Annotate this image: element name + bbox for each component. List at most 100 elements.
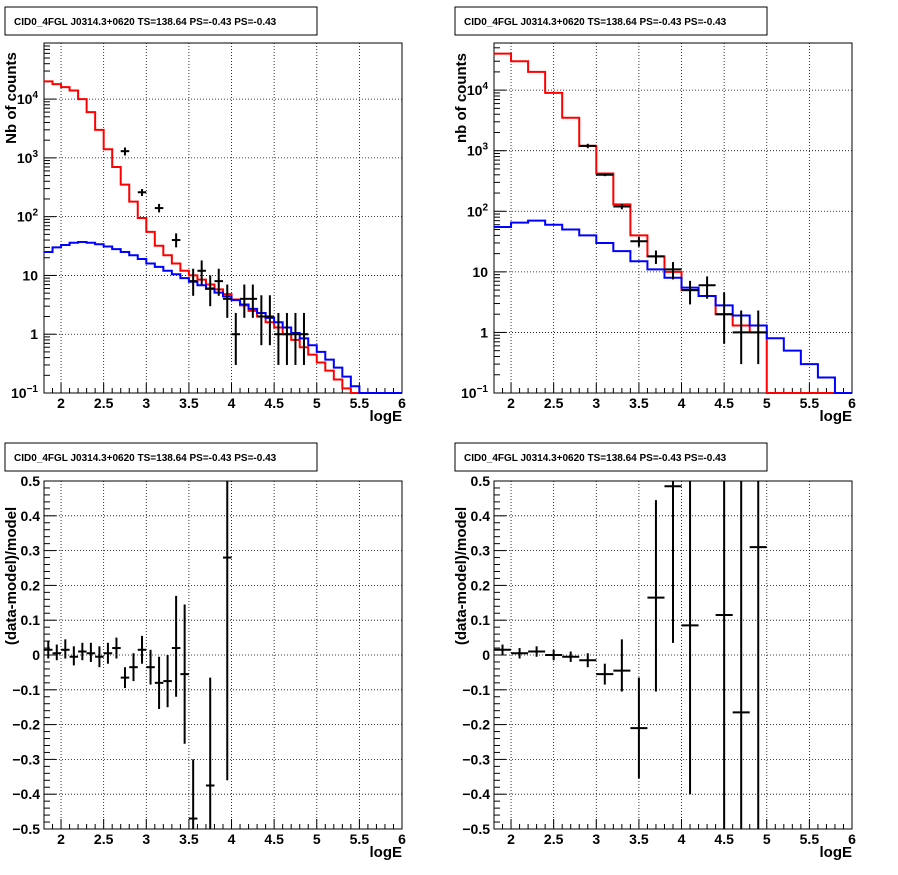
data-point xyxy=(137,635,147,664)
x-tick-label: 2 xyxy=(57,831,65,847)
x-tick-label: 5 xyxy=(313,831,321,847)
data-point xyxy=(749,310,767,365)
data-point xyxy=(732,481,750,829)
x-tick-label: 3.5 xyxy=(629,831,649,847)
y-axis-label: nb of counts xyxy=(453,53,470,143)
y-tick-label: −0.5 xyxy=(12,821,40,837)
x-tick-label: 2 xyxy=(507,831,515,847)
y-tick-label: −0.2 xyxy=(12,717,40,733)
x-tick-label: 3.5 xyxy=(179,395,199,411)
data-point xyxy=(299,312,309,365)
data-point xyxy=(511,648,529,659)
x-tick-label: 2.5 xyxy=(544,831,564,847)
data-point xyxy=(44,641,53,659)
data-point xyxy=(78,642,87,661)
x-tick-label: 6 xyxy=(848,395,856,411)
data-point xyxy=(171,233,181,248)
data-point xyxy=(180,604,189,744)
data-point xyxy=(647,500,665,692)
data-point xyxy=(205,275,215,307)
x-tick-label: 3 xyxy=(142,395,150,411)
x-tick-label: 4 xyxy=(228,395,236,411)
data-point xyxy=(248,284,258,318)
y-tick-label: −0.1 xyxy=(12,682,40,698)
data-point xyxy=(681,280,699,305)
x-tick-label: 3 xyxy=(142,831,150,847)
y-tick-label: 0 xyxy=(32,647,40,663)
data-point xyxy=(562,651,580,662)
y-tick-label: 102 xyxy=(467,202,489,219)
x-tick-label: 6 xyxy=(398,395,406,411)
x-tick-label: 2.5 xyxy=(94,395,114,411)
x-tick-label: 3.5 xyxy=(629,395,649,411)
data-point xyxy=(596,173,614,177)
x-tick-label: 5.5 xyxy=(350,831,370,847)
data-point xyxy=(613,639,631,692)
data-point xyxy=(146,649,155,685)
data-point xyxy=(231,312,241,365)
data-point xyxy=(698,276,716,299)
y-tick-label: 0.5 xyxy=(471,473,491,489)
x-tick-label: 4 xyxy=(678,831,686,847)
data-point xyxy=(265,295,275,346)
data-point xyxy=(223,284,232,318)
x-tick-label: 5 xyxy=(313,395,321,411)
data-point xyxy=(664,262,682,280)
y-tick-label: 10 xyxy=(472,264,488,280)
data-point xyxy=(596,663,614,685)
y-tick-label: −0.4 xyxy=(462,786,490,802)
x-tick-label: 2 xyxy=(57,395,65,411)
x-tick-label: 5.5 xyxy=(800,395,820,411)
data-point xyxy=(715,292,733,344)
y-tick-label: 0 xyxy=(482,647,490,663)
y-tick-label: 0.4 xyxy=(21,508,41,524)
data-point xyxy=(681,481,699,795)
series-red-step xyxy=(44,80,402,394)
data-point xyxy=(257,295,266,346)
data-point xyxy=(282,312,292,365)
y-tick-label: 104 xyxy=(17,90,39,107)
y-tick-label: 103 xyxy=(467,142,489,159)
x-axis-label: logE xyxy=(370,844,403,861)
y-tick-label: 0.5 xyxy=(21,473,41,489)
y-tick-label: 103 xyxy=(17,149,39,166)
panel-title-box xyxy=(4,6,318,36)
x-axis-label: logE xyxy=(370,408,403,425)
panel-2: CID0_4FGL J0314.3+0620 TS=138.64 PS=-0.4… xyxy=(453,6,856,425)
data-point xyxy=(240,284,249,318)
data-point xyxy=(154,656,164,709)
plot-frame xyxy=(493,42,853,394)
panel-1: CID0_4FGL J0314.3+0620 TS=138.64 PS=-0.4… xyxy=(3,6,406,425)
x-tick-label: 2 xyxy=(507,395,515,411)
x-tick-label: 4.5 xyxy=(264,395,284,411)
y-tick-label: 0.1 xyxy=(471,612,491,628)
panel-title: CID0_4FGL J0314.3+0620 TS=138.64 PS=-0.4… xyxy=(464,453,727,464)
x-axis-label: logE xyxy=(820,408,853,425)
x-tick-label: 6 xyxy=(398,831,406,847)
data-point xyxy=(528,646,546,657)
y-tick-label: 1 xyxy=(480,324,488,340)
data-point xyxy=(647,250,665,264)
data-point xyxy=(664,481,682,643)
data-point xyxy=(630,236,648,247)
x-axis-label: logE xyxy=(820,844,853,861)
x-tick-label: 3 xyxy=(592,831,600,847)
y-tick-label: 102 xyxy=(17,208,39,225)
y-axis-label: (data-model)/model xyxy=(453,507,470,645)
data-point xyxy=(137,189,147,196)
y-tick-label: 10−1 xyxy=(11,384,38,401)
data-point xyxy=(95,646,104,668)
y-tick-label: 0.2 xyxy=(471,577,491,593)
x-tick-label: 5 xyxy=(763,831,771,847)
data-point xyxy=(205,677,215,829)
data-point xyxy=(52,644,62,661)
panel-title: CID0_4FGL J0314.3+0620 TS=138.64 PS=-0.4… xyxy=(14,17,277,28)
x-tick-label: 4 xyxy=(678,395,686,411)
data-point xyxy=(545,649,563,661)
x-tick-label: 5 xyxy=(763,395,771,411)
data-point xyxy=(112,637,121,659)
x-tick-label: 2.5 xyxy=(544,395,564,411)
panel-title-box xyxy=(4,442,318,472)
data-point xyxy=(494,644,512,655)
